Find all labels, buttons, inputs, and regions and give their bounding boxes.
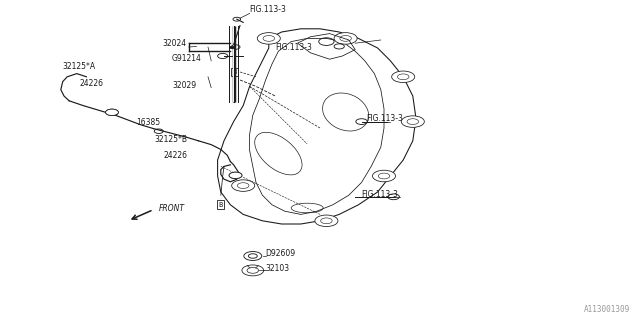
Text: B: B <box>233 69 237 75</box>
Text: B: B <box>219 202 223 208</box>
Text: 16385: 16385 <box>136 118 161 127</box>
Circle shape <box>392 71 415 83</box>
Text: 24226: 24226 <box>80 79 104 88</box>
Text: FIG.113-3: FIG.113-3 <box>275 43 312 52</box>
Text: 32024: 32024 <box>162 39 186 48</box>
Text: 32103: 32103 <box>266 264 290 273</box>
Text: FIG.113-3: FIG.113-3 <box>366 114 403 123</box>
Text: G91214: G91214 <box>172 54 202 63</box>
Text: A113001309: A113001309 <box>584 305 630 314</box>
Circle shape <box>232 180 255 191</box>
Text: FRONT: FRONT <box>159 204 185 213</box>
Text: 32125*B: 32125*B <box>155 135 188 144</box>
Text: 24226: 24226 <box>163 151 187 160</box>
Circle shape <box>372 170 396 182</box>
Text: D92609: D92609 <box>266 249 296 258</box>
Circle shape <box>401 116 424 127</box>
Text: 32029: 32029 <box>173 81 197 90</box>
Text: 32125*A: 32125*A <box>62 62 95 71</box>
Circle shape <box>106 109 118 116</box>
Circle shape <box>229 172 242 179</box>
Text: FIG.113-3: FIG.113-3 <box>250 5 287 14</box>
Text: FIG.113-3: FIG.113-3 <box>362 190 399 199</box>
Circle shape <box>315 215 338 227</box>
Circle shape <box>334 33 357 44</box>
Circle shape <box>257 33 280 44</box>
